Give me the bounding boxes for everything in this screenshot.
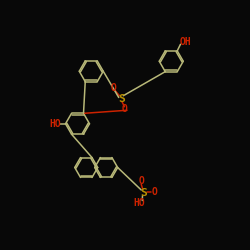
Text: S: S <box>118 94 124 104</box>
Text: O: O <box>110 83 116 93</box>
Text: HO: HO <box>134 198 145 208</box>
Text: O: O <box>151 187 157 197</box>
Text: OH: OH <box>179 37 191 47</box>
Text: O: O <box>122 104 128 114</box>
Text: S: S <box>140 188 147 198</box>
Text: HO: HO <box>49 119 61 129</box>
Text: O: O <box>138 176 144 186</box>
